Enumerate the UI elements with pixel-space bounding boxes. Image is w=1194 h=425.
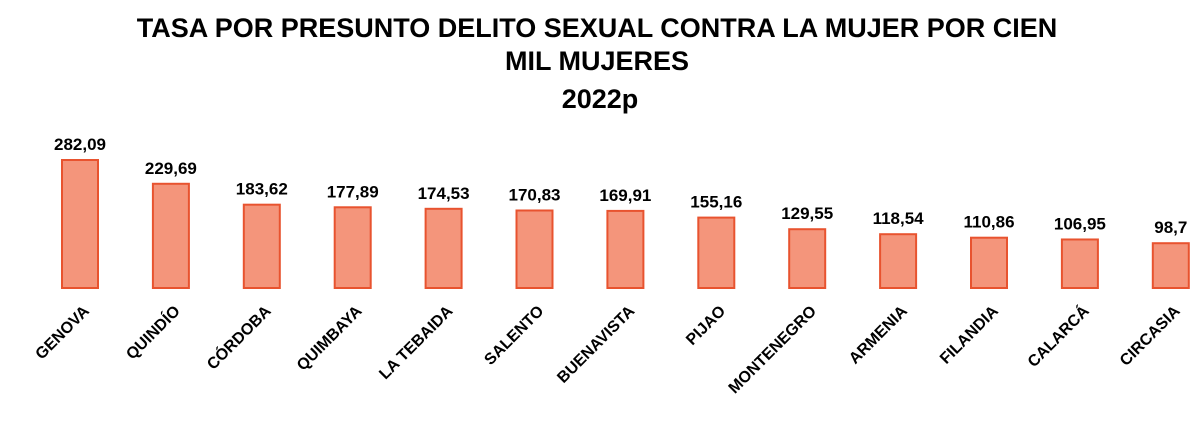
data-label: 169,91 xyxy=(599,186,651,205)
x-tick-label: CÓRDOBA xyxy=(203,301,275,373)
x-tick-label: FILANDIA xyxy=(937,302,1002,367)
data-label: 183,62 xyxy=(236,180,288,199)
data-label: 118,54 xyxy=(873,209,925,228)
bar xyxy=(151,182,190,289)
bar xyxy=(606,209,645,289)
x-tick-label: SALENTO xyxy=(481,303,547,369)
x-tick-label: QUIMBAYA xyxy=(294,302,366,374)
data-label: 110,86 xyxy=(963,213,1014,232)
bar xyxy=(697,216,736,289)
x-tick-label: ARMENIA xyxy=(846,302,911,367)
data-label: 174,53 xyxy=(418,184,470,203)
bar xyxy=(1151,242,1190,289)
bar xyxy=(970,236,1008,290)
x-tick-label: LA TEBAIDA xyxy=(376,302,456,382)
data-label: 98,7 xyxy=(1154,218,1187,237)
data-label: 177,89 xyxy=(327,182,379,201)
bar xyxy=(879,233,918,289)
data-label: 106,95 xyxy=(1054,214,1106,233)
x-tick-label: PIJAO xyxy=(683,303,729,349)
bar xyxy=(333,206,372,289)
data-label: 170,83 xyxy=(509,185,561,204)
bar xyxy=(61,159,99,289)
x-tick-label: CALARCÁ xyxy=(1023,301,1093,371)
bar xyxy=(424,207,463,289)
bar xyxy=(1060,238,1099,290)
x-tick-label: MONTENEGRO xyxy=(726,303,820,397)
x-tick-label: BUENAVISTA xyxy=(554,302,638,386)
data-label: 129,55 xyxy=(781,204,833,223)
bar xyxy=(515,209,554,289)
bar xyxy=(242,203,281,289)
data-label: 229,69 xyxy=(145,159,197,178)
x-tick-label: GENOVA xyxy=(33,302,94,363)
data-label: 282,09 xyxy=(54,135,106,154)
data-label: 155,16 xyxy=(690,193,742,212)
x-tick-label: CIRCASIA xyxy=(1117,302,1184,369)
x-tick-label: QUINDÍO xyxy=(122,301,184,363)
chart-title: TASA POR PRESUNTO DELITO SEXUAL CONTRA L… xyxy=(136,13,1058,76)
chart-subtitle: 2022p xyxy=(562,84,639,114)
bar xyxy=(788,228,827,290)
